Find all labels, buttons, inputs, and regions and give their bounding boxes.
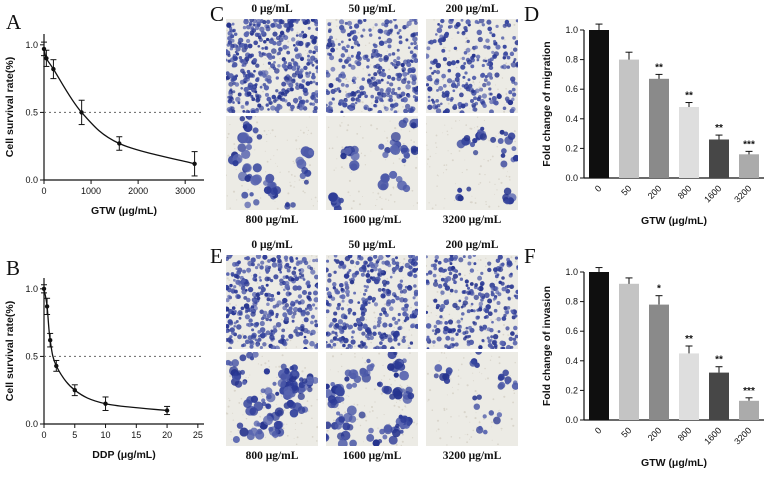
panel-label-e: E <box>210 244 223 268</box>
svg-text:1600: 1600 <box>702 425 723 446</box>
svg-text:GTW (μg/mL): GTW (μg/mL) <box>641 457 707 469</box>
micrograph-image-invasion-4 <box>326 352 418 446</box>
svg-text:3000: 3000 <box>175 186 195 196</box>
micrograph-label: 50 μg/mL <box>348 3 396 15</box>
svg-text:0.4: 0.4 <box>565 356 578 366</box>
micrograph-label: 200 μg/mL <box>445 239 499 251</box>
micrograph-label: 50 μg/mL <box>348 239 396 251</box>
svg-text:1.0: 1.0 <box>565 267 578 277</box>
svg-text:1600: 1600 <box>702 183 723 204</box>
micrograph-image-invasion-2 <box>426 255 518 349</box>
micrograph-image-migration-1 <box>326 19 418 113</box>
bar-chart-migration: 0.0 0.2 0.4 0.6 0.8 1.0 0 50 ** 200 ** 800 ** 1600 ***… <box>541 23 764 227</box>
line-chart-ddp-survival: 0 5 10 15 20 25 0.0 0.5 1.0 DDP (μg/mL) Cell survi… <box>4 278 204 461</box>
svg-text:0: 0 <box>593 183 604 194</box>
svg-text:0.8: 0.8 <box>565 297 578 307</box>
svg-text:0.0: 0.0 <box>565 173 578 183</box>
svg-text:50: 50 <box>619 183 633 197</box>
svg-text:0.2: 0.2 <box>565 143 578 153</box>
svg-text:3200: 3200 <box>732 183 753 204</box>
micrograph-image-migration-4 <box>326 116 418 210</box>
micrograph-label: 3200 μg/mL <box>442 450 502 462</box>
svg-text:*: * <box>657 284 661 295</box>
micrograph-label: 1600 μg/mL <box>342 450 402 462</box>
micrograph-label: 800 μg/mL <box>245 450 299 462</box>
svg-text:***: *** <box>743 386 755 397</box>
micrograph-image-invasion-0 <box>226 255 318 349</box>
svg-text:0.5: 0.5 <box>25 107 38 117</box>
svg-text:0.0: 0.0 <box>565 415 578 425</box>
svg-text:**: ** <box>655 62 663 73</box>
micrograph-image-migration-2 <box>426 19 518 113</box>
svg-text:1.0: 1.0 <box>25 40 38 50</box>
svg-text:Fold change of invasion: Fold change of invasion <box>541 286 553 406</box>
svg-text:DDP (μg/mL): DDP (μg/mL) <box>92 449 155 461</box>
micrograph-label: 0 μg/mL <box>251 239 293 251</box>
svg-text:800: 800 <box>676 183 694 201</box>
svg-text:0: 0 <box>593 425 604 436</box>
svg-text:2000: 2000 <box>128 186 148 196</box>
line-chart-gtw-survival: 0 1000 2000 3000 0.0 0.5 1.0 GTW (μg/mL) Cell su… <box>4 34 204 217</box>
svg-text:0.2: 0.2 <box>565 385 578 395</box>
micrograph-image-invasion-5 <box>426 352 518 446</box>
panel-label-f: F <box>524 244 536 268</box>
micrograph-image-migration-3 <box>226 116 318 210</box>
panel-label-a: A <box>6 10 22 34</box>
svg-text:3200: 3200 <box>732 425 753 446</box>
svg-text:1.0: 1.0 <box>25 284 38 294</box>
svg-text:25: 25 <box>193 430 203 440</box>
bar-chart-invasion: 0.0 0.2 0.4 0.6 0.8 1.0 0 50 * 200 ** 800 ** 1600 *** 3… <box>541 267 764 469</box>
svg-text:1000: 1000 <box>81 186 101 196</box>
svg-text:0.0: 0.0 <box>25 419 38 429</box>
panel-label-d: D <box>524 2 540 26</box>
svg-text:0.4: 0.4 <box>565 114 578 124</box>
micrograph-image-invasion-1 <box>326 255 418 349</box>
svg-text:10: 10 <box>101 430 111 440</box>
migration-micrograph-grid: 0 μg/mL 50 μg/mL 200 μg/mL 800 μg/mL 160… <box>226 2 518 227</box>
svg-text:***: *** <box>743 139 755 150</box>
svg-text:Cell survival rate(%): Cell survival rate(%) <box>4 57 16 157</box>
svg-text:200: 200 <box>646 183 664 201</box>
svg-text:GTW (μg/mL): GTW (μg/mL) <box>91 205 157 217</box>
micrograph-label: 800 μg/mL <box>245 214 299 226</box>
micrograph-image-invasion-3 <box>226 352 318 446</box>
svg-text:20: 20 <box>162 430 172 440</box>
micrograph-label: 3200 μg/mL <box>442 214 502 226</box>
svg-text:5: 5 <box>72 430 77 440</box>
svg-text:**: ** <box>685 91 693 102</box>
micrograph-image-migration-5 <box>426 116 518 210</box>
svg-text:**: ** <box>715 355 723 366</box>
svg-text:0: 0 <box>41 186 46 196</box>
svg-text:**: ** <box>685 334 693 345</box>
svg-text:0.6: 0.6 <box>565 84 578 94</box>
svg-text:1.0: 1.0 <box>565 25 578 35</box>
svg-text:0.8: 0.8 <box>565 55 578 65</box>
svg-text:**: ** <box>715 123 723 134</box>
svg-text:Fold change of migration: Fold change of migration <box>541 41 553 166</box>
micrograph-label: 200 μg/mL <box>445 3 499 15</box>
svg-text:0.6: 0.6 <box>565 326 578 336</box>
micrograph-label: 0 μg/mL <box>251 3 293 15</box>
svg-text:15: 15 <box>131 430 141 440</box>
svg-text:800: 800 <box>676 425 694 443</box>
svg-text:50: 50 <box>619 425 633 439</box>
svg-text:0: 0 <box>41 430 46 440</box>
panel-label-b: B <box>6 256 21 280</box>
svg-text:GTW (μg/mL): GTW (μg/mL) <box>641 215 707 227</box>
micrograph-image-migration-0 <box>226 19 318 113</box>
svg-text:Cell survival rate(%): Cell survival rate(%) <box>4 301 16 401</box>
invasion-micrograph-grid: 0 μg/mL 50 μg/mL 200 μg/mL 800 μg/mL 160… <box>226 238 518 463</box>
svg-text:0.5: 0.5 <box>25 351 38 361</box>
svg-text:200: 200 <box>646 425 664 443</box>
panel-label-c: C <box>210 2 225 26</box>
svg-text:0.0: 0.0 <box>25 175 38 185</box>
micrograph-label: 1600 μg/mL <box>342 214 402 226</box>
